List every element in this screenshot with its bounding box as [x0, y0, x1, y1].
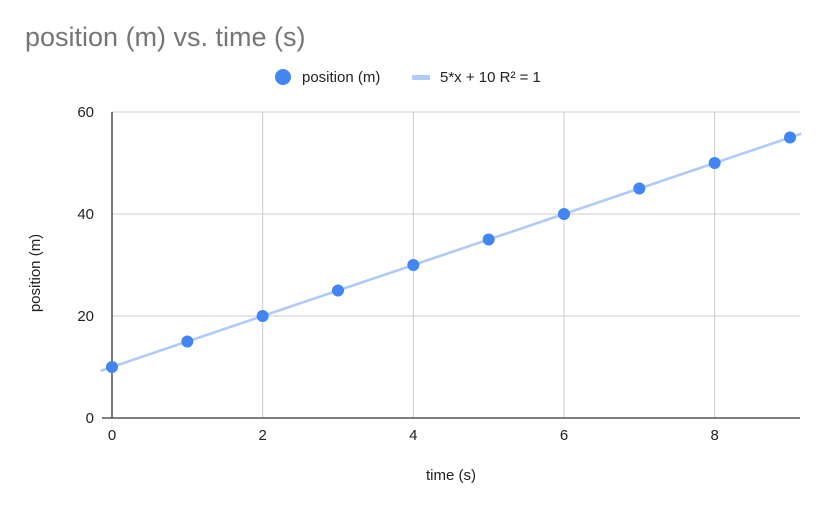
y-tick-label-0: 0	[86, 410, 94, 427]
gridlines	[112, 111, 800, 418]
data-point-7[interactable]	[633, 182, 646, 195]
legend-marker-dot-icon	[275, 69, 291, 85]
legend-item-trendline[interactable]: 5*x + 10 R² = 1	[412, 66, 541, 88]
x-tick-labels: 0 2 4 6 8	[108, 427, 719, 444]
data-point-8[interactable]	[708, 157, 721, 169]
y-tick-labels: 0 20 40 60	[77, 104, 94, 427]
axes	[102, 112, 800, 419]
x-axis-title: time (s)	[426, 467, 476, 484]
data-point-2[interactable]	[256, 310, 269, 322]
y-tick-label-20: 20	[77, 308, 94, 325]
x-tick-label-0: 0	[108, 427, 116, 444]
x-tick-label-6: 6	[560, 427, 568, 444]
data-points	[106, 131, 796, 373]
legend-marker-line-icon	[412, 74, 430, 80]
data-point-4[interactable]	[407, 259, 420, 271]
y-tick-label-60: 60	[77, 104, 94, 121]
data-point-1[interactable]	[181, 335, 194, 348]
trendline-layer	[100, 132, 802, 373]
x-tick-label-2: 2	[258, 427, 266, 444]
chart-title: position (m) vs. time (s)	[25, 22, 306, 52]
x-tick-label-4: 4	[409, 427, 417, 444]
data-point-0[interactable]	[106, 361, 118, 373]
legend-label-position: position (m)	[302, 68, 381, 86]
x-tick-label-8: 8	[710, 427, 718, 444]
y-axis-title: position (m)	[27, 234, 44, 312]
data-point-9[interactable]	[784, 131, 796, 144]
trendline	[100, 132, 802, 373]
y-tick-label-40: 40	[77, 206, 94, 223]
data-point-3[interactable]	[332, 284, 344, 297]
legend-label-trendline: 5*x + 10 R² = 1	[440, 68, 541, 86]
legend-item-position[interactable]: position (m)	[275, 66, 380, 88]
legend: position (m) 5*x + 10 R² = 1	[0, 66, 825, 88]
data-point-6[interactable]	[558, 208, 570, 220]
data-point-5[interactable]	[482, 233, 495, 246]
